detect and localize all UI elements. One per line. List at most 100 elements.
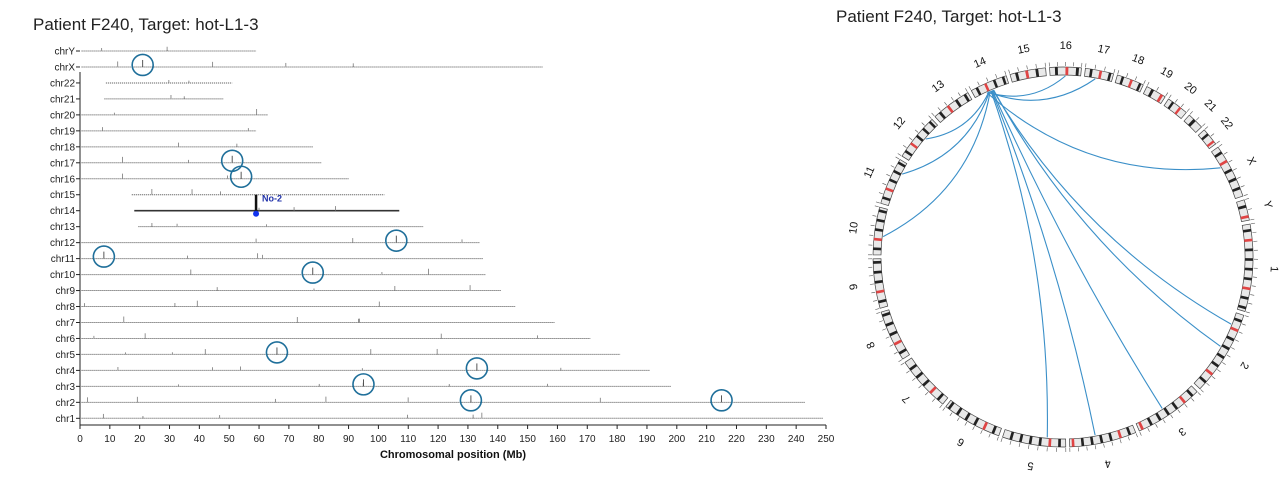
ideogram-segment [1163,98,1187,120]
chromosome-label: chr16 [50,174,75,185]
x-tick-label: 20 [134,434,146,445]
scale-tick [918,385,922,389]
scale-tick [889,344,894,347]
ideogram-label: 3 [1176,425,1188,438]
scale-tick [1103,443,1105,448]
ideogram-label: 20 [1182,80,1199,97]
ideogram-label: 7 [900,392,913,405]
ideogram-band [1155,412,1162,421]
ideogram-band [955,407,963,416]
ideogram-chromosome: 2 [1193,312,1251,393]
x-tick-label: 40 [194,434,206,445]
x-tick-label: 100 [370,434,387,445]
scale-tick [1143,80,1146,85]
ideogram-chromosome: 21 [1183,97,1219,133]
ideogram-band [1233,317,1243,323]
scale-tick [886,174,891,177]
ideogram-band [1226,335,1235,342]
x-tick-label: 140 [489,434,506,445]
ideogram-band [893,339,903,346]
scale-tick [1231,347,1235,350]
chromosome-label: chr4 [56,366,76,377]
ideogram-band [1071,438,1075,447]
scale-tick [902,145,907,148]
ideogram-chromosome: Y [1236,198,1274,223]
ideogram-band [1244,258,1253,261]
ideogram-band [1138,421,1144,431]
ideogram-band [885,187,894,193]
scale-tick [1226,354,1231,358]
x-tick-label: 200 [668,434,685,445]
scale-tick [1204,126,1209,130]
insertion-circle [301,261,325,284]
ideogram-band [1232,186,1241,193]
scale-tick [980,429,983,434]
ideogram-band [1201,133,1209,141]
insertion-link [993,89,1221,347]
scale-tick [995,73,998,78]
ideogram-chromosome: 1 [1236,222,1280,314]
ideogram-band [874,280,883,284]
ideogram-band [963,93,970,102]
scale-tick [1223,151,1228,155]
ideogram-band [1080,437,1085,447]
insertion-link [992,89,1232,325]
x-tick-label: 50 [224,434,236,445]
ideogram-chromosome: 8 [865,309,910,363]
ideogram-label: 19 [1158,65,1175,81]
scale-tick [1094,445,1097,450]
scale-tick [1197,392,1201,396]
ideogram-chromosome: 19 [1142,65,1175,105]
ideogram-band [1230,326,1239,333]
scale-tick [1191,398,1195,402]
ideogram-band [1065,67,1069,76]
chromosome-label: chr13 [50,222,75,233]
ideogram-band [1147,88,1155,98]
ideogram-label: 1 [1267,266,1279,273]
scale-tick [937,107,941,111]
scale-tick [900,362,905,366]
ideogram-band [878,298,887,304]
ideogram-band [876,289,885,294]
scale-tick [965,88,968,92]
scale-tick [1135,433,1138,438]
scale-tick [873,300,878,302]
x-tick-label: 70 [283,434,295,445]
chromosome-row: chr13 [50,222,424,233]
x-tick-label: 80 [313,434,325,445]
scale-tick [1251,222,1256,225]
ideogram-band [1125,426,1132,436]
ideogram-band [909,363,918,371]
left-title: Patient F240, Target: hot-L1-3 [33,15,259,34]
ideogram-chromosome: 11 [862,156,908,207]
chromosome-label: chr19 [50,126,75,137]
scale-tick [876,312,881,314]
ideogram-band [1240,214,1249,220]
ideogram-band [1237,304,1247,310]
scale-tick [949,412,953,417]
scale-tick [1037,446,1039,451]
ideogram-band [1119,76,1125,85]
ideogram-label: 17 [1096,43,1110,57]
x-tick-label: 240 [788,434,805,445]
ideogram-band [1075,67,1080,76]
ideogram-band [1240,295,1249,300]
scale-tick [1189,111,1193,115]
ideogram-band [1216,352,1225,360]
ideogram-band [1188,118,1196,127]
scale-tick [908,137,913,141]
x-axis: 0 10 20 30 40 50 60 70 80 90 100 110 120 130 140 150 160… [77,72,835,461]
scale-tick [950,97,954,101]
scale-tick [1008,69,1011,74]
scale-tick [1147,81,1150,86]
chromosome-row: chr22 [50,78,233,89]
ideogram-chromosome: 12 [891,115,939,161]
scale-tick [1210,133,1215,137]
scale-tick [931,112,935,117]
ideogram-band [954,99,962,108]
ideogram-band [898,348,907,355]
scale-tick [968,86,972,90]
scale-tick [1244,315,1249,318]
scale-tick [882,328,887,331]
ideogram-band [1211,360,1220,368]
